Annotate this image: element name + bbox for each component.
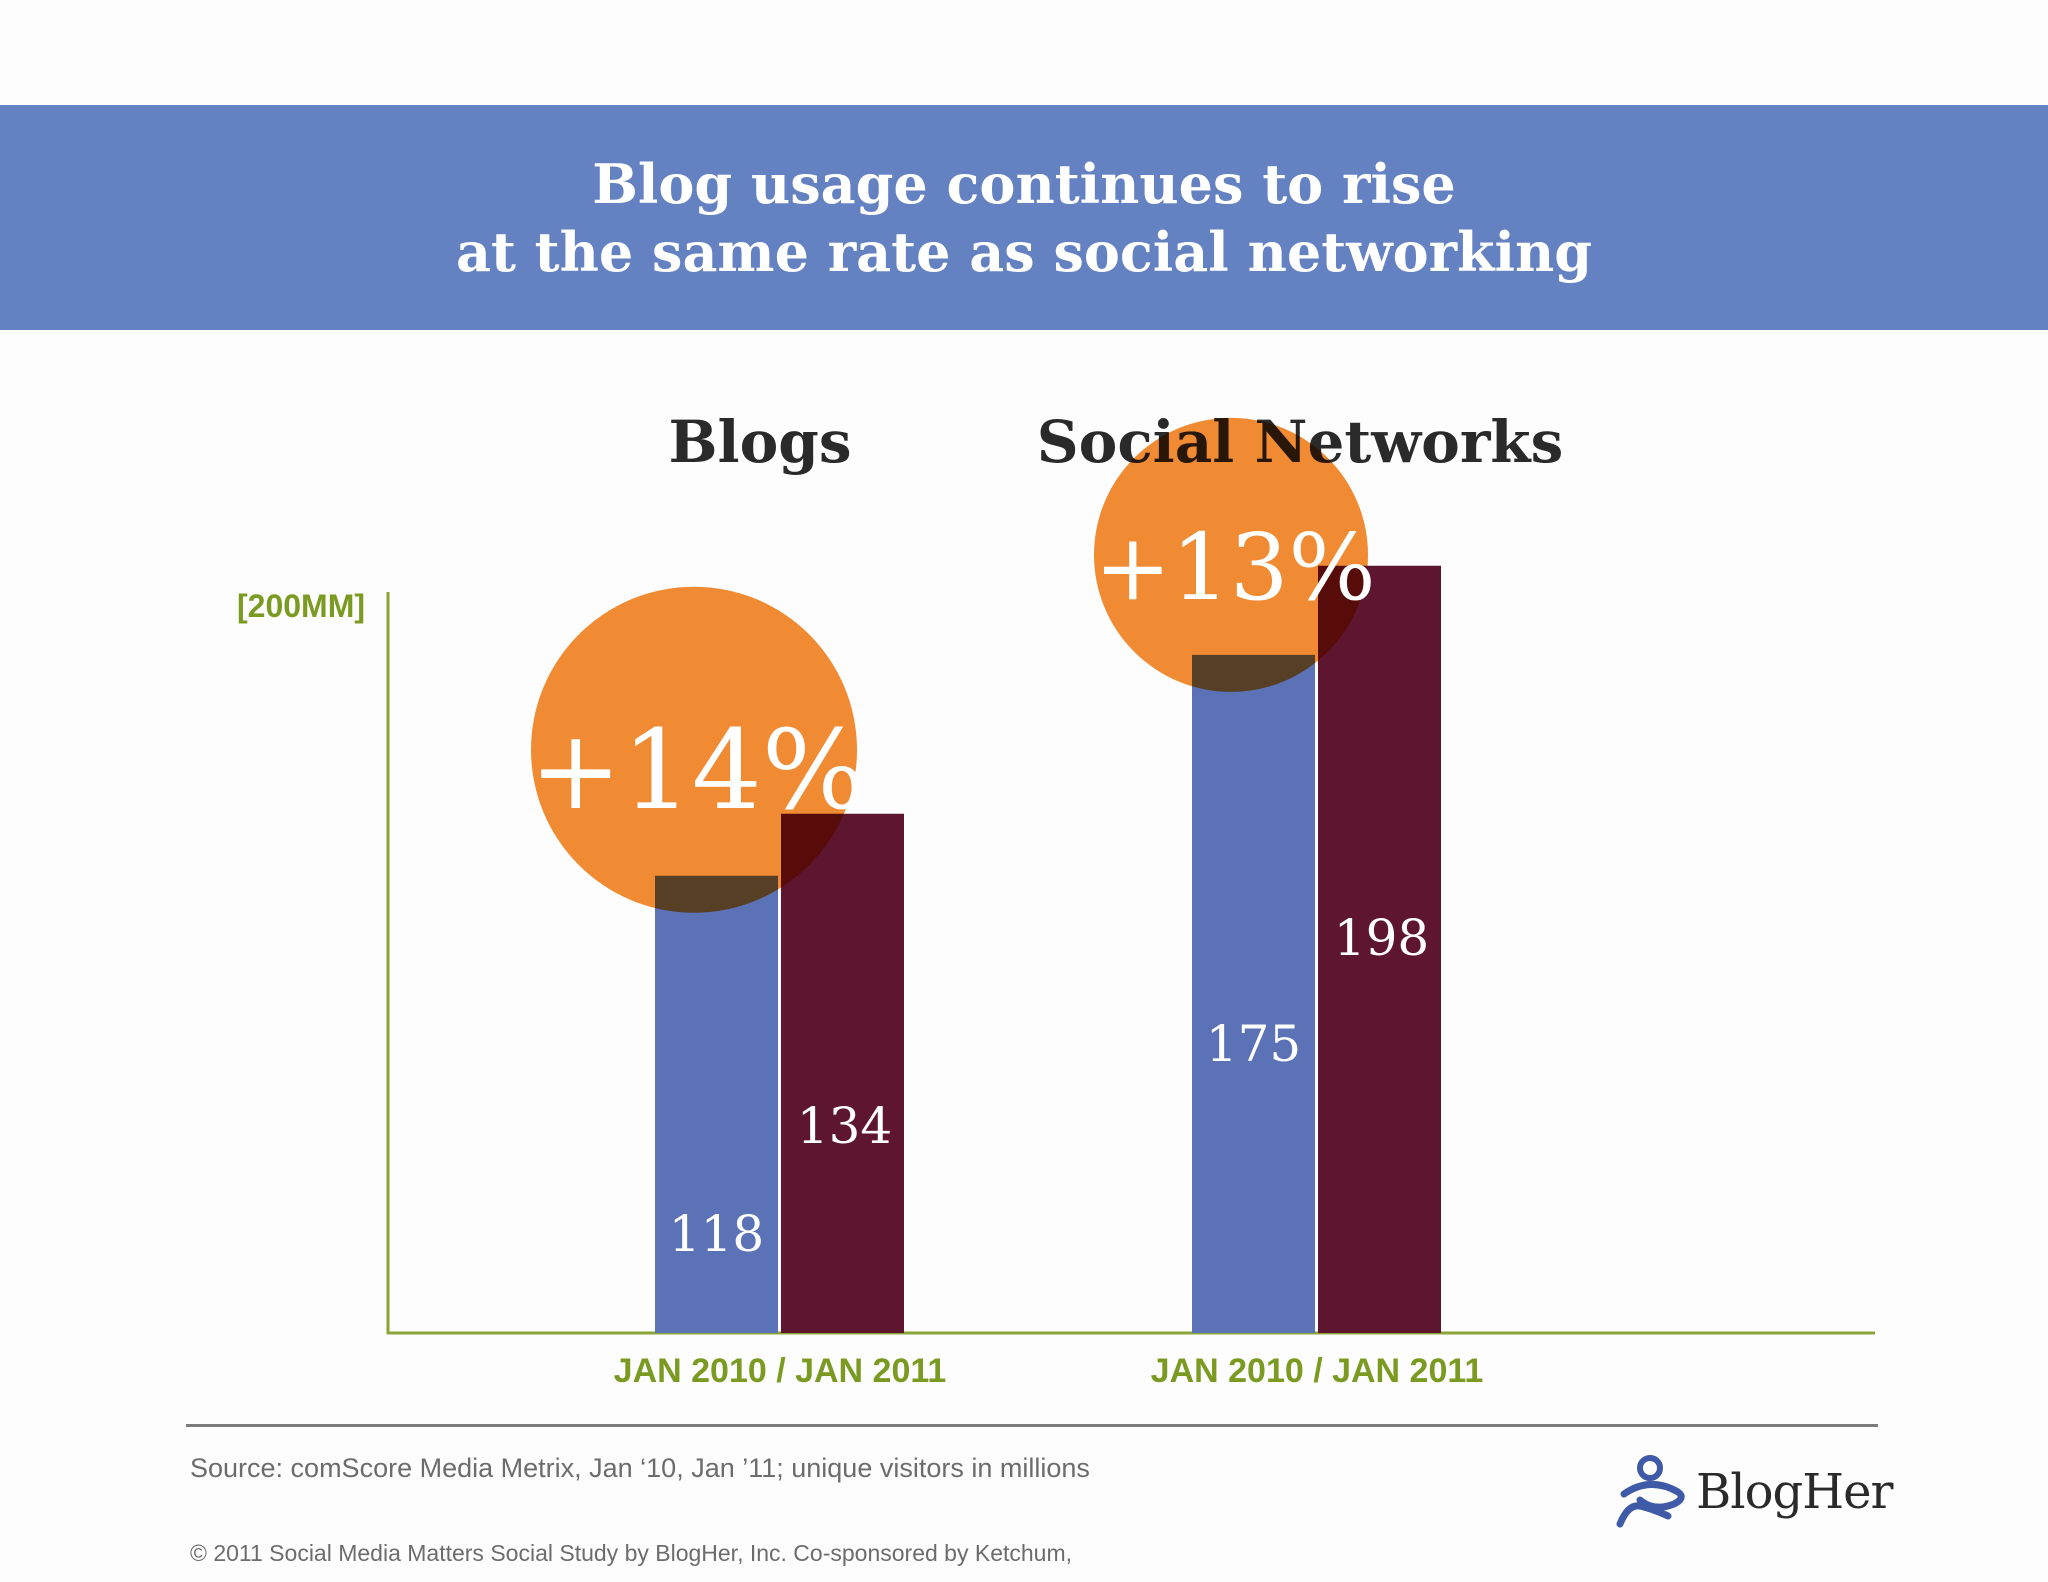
source-note: Source: comScore Media Metrix, Jan ‘10, …	[190, 1453, 1090, 1483]
blogher-logo-text: BlogHer	[1696, 1464, 1893, 1520]
blogher-logo-icon	[1616, 1455, 1685, 1528]
bar-blogs-jan-2010	[655, 875, 778, 1333]
bar-social-networks-jan-2010	[1192, 654, 1315, 1333]
title-line-2: at the same rate as social networking	[455, 219, 1593, 284]
x-tick-label: JAN 2010 / JAN 2011	[1151, 1352, 1484, 1390]
data-label: 198	[1334, 909, 1429, 967]
y-axis-label: [200MM]	[237, 588, 365, 624]
growth-circle	[1094, 417, 1368, 692]
data-label: 134	[797, 1097, 892, 1155]
title-line-1: Blog usage continues to rise	[592, 151, 1456, 216]
bloghér-logo: BlogHer	[1610, 1452, 1893, 1532]
group-title-blogs: Blogs	[668, 408, 852, 476]
bar-blogs-jan-2011	[781, 813, 904, 1333]
x-tick-label: JAN 2010 / JAN 2011	[614, 1352, 947, 1390]
data-label: 175	[1206, 1015, 1301, 1073]
growth-label: +13%	[1094, 514, 1376, 621]
data-label: 118	[669, 1205, 764, 1263]
copyright-note: © 2011 Social Media Matters Social Study…	[190, 1540, 1073, 1566]
bar-social-networks-jan-2011	[1318, 565, 1441, 1333]
growth-circle	[531, 586, 857, 913]
title-banner: Blog usage continues to rise at the same…	[0, 105, 2048, 330]
footer-divider	[186, 1424, 1878, 1427]
growth-label: +14%	[530, 706, 867, 834]
